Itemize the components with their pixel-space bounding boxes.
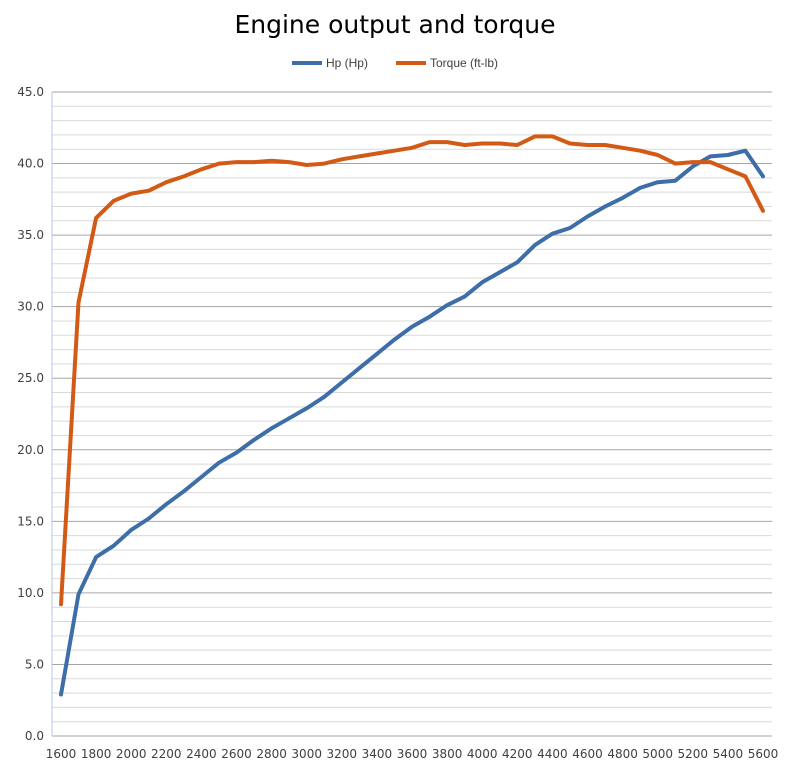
legend-swatch-hp: [291, 61, 322, 65]
x-tick-label: 4400: [537, 747, 568, 761]
x-tick-label: 2200: [151, 747, 182, 761]
y-tick-label: 35.0: [17, 228, 44, 242]
x-tick-label: 3800: [432, 747, 463, 761]
y-tick-label: 20.0: [17, 443, 44, 457]
y-tick-label: 30.0: [17, 300, 44, 314]
x-tick-label: 4600: [572, 747, 603, 761]
y-tick-label: 40.0: [17, 157, 44, 171]
legend: Hp (Hp) Torque (ft-lb): [0, 56, 790, 70]
y-tick-label: 25.0: [17, 371, 44, 385]
x-tick-label: 2600: [221, 747, 252, 761]
x-tick-label: 4800: [607, 747, 638, 761]
x-tick-label: 5200: [678, 747, 709, 761]
x-tick-label: 5600: [748, 747, 779, 761]
legend-item-hp: Hp (Hp): [291, 56, 368, 70]
legend-item-torque: Torque (ft-lb): [395, 56, 499, 70]
x-tick-label: 1800: [81, 747, 112, 761]
x-tick-label: 5400: [713, 747, 744, 761]
chart-title: Engine output and torque: [234, 10, 556, 39]
y-tick-label: 15.0: [17, 514, 44, 528]
y-tick-label: 10.0: [17, 586, 44, 600]
x-tick-label: 4000: [467, 747, 498, 761]
x-tick-label: 3400: [362, 747, 393, 761]
legend-swatch-torque: [395, 61, 426, 65]
y-tick-label: 0.0: [25, 729, 44, 743]
legend-label-torque: Torque (ft-lb): [429, 56, 499, 70]
legend-label-hp: Hp (Hp): [325, 56, 368, 70]
x-tick-label: 2400: [186, 747, 217, 761]
series-line-hp: [59, 148, 765, 697]
x-tick-label: 3600: [397, 747, 428, 761]
x-tick-label: 1600: [46, 747, 77, 761]
x-tick-label: 4200: [502, 747, 533, 761]
x-tick-label: 3200: [327, 747, 358, 761]
x-tick-label: 3000: [291, 747, 322, 761]
y-tick-label: 45.0: [17, 85, 44, 99]
x-tick-label: 5000: [642, 747, 673, 761]
x-tick-label: 2800: [256, 747, 287, 761]
x-tick-label: 2000: [116, 747, 147, 761]
y-tick-label: 5.0: [25, 657, 44, 671]
